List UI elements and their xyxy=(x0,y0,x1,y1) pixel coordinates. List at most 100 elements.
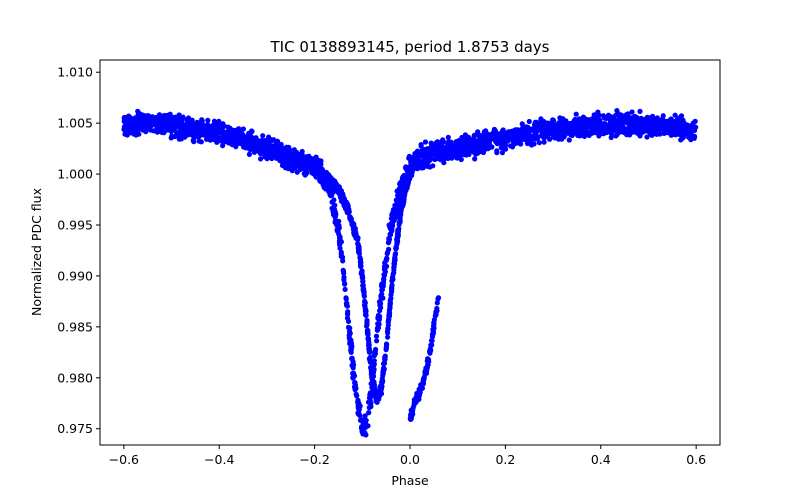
data-point xyxy=(526,118,532,125)
data-point xyxy=(340,268,347,274)
data-point xyxy=(374,338,380,344)
data-point xyxy=(380,369,386,375)
data-point xyxy=(395,231,401,237)
data-point xyxy=(385,330,391,336)
data-point xyxy=(522,128,528,134)
x-tick-label: 0.2 xyxy=(495,452,515,467)
data-point xyxy=(418,148,425,154)
data-point xyxy=(622,114,628,120)
data-point xyxy=(361,286,367,292)
data-point xyxy=(126,119,132,125)
data-point xyxy=(637,108,643,114)
data-point xyxy=(249,142,255,148)
data-point xyxy=(362,422,369,428)
data-point xyxy=(354,393,360,399)
data-point xyxy=(247,138,253,144)
data-point xyxy=(377,302,383,308)
data-point xyxy=(429,338,435,344)
data-point xyxy=(121,114,127,121)
data-point xyxy=(369,377,375,383)
x-tick-label: −0.4 xyxy=(204,452,234,467)
data-point xyxy=(205,117,211,123)
data-point xyxy=(356,400,362,406)
data-point xyxy=(472,156,478,162)
data-point xyxy=(541,139,547,145)
data-point xyxy=(382,266,388,272)
data-point xyxy=(566,137,572,143)
data-point xyxy=(388,215,394,222)
data-point xyxy=(137,126,143,132)
data-point xyxy=(158,115,164,121)
data-point xyxy=(438,144,444,150)
data-point xyxy=(124,132,130,138)
data-point xyxy=(412,162,419,168)
data-point xyxy=(371,361,377,367)
data-point xyxy=(640,128,647,134)
data-point xyxy=(236,129,242,135)
data-point xyxy=(352,387,358,393)
data-point xyxy=(494,150,500,156)
data-point xyxy=(130,119,136,125)
data-point xyxy=(684,122,690,128)
data-point xyxy=(381,361,387,367)
data-point xyxy=(332,219,338,225)
data-point xyxy=(624,130,630,137)
data-point xyxy=(390,274,396,280)
y-tick-label: 1.005 xyxy=(57,116,93,131)
data-point xyxy=(649,132,655,138)
data-point xyxy=(194,119,200,125)
data-point xyxy=(344,302,350,308)
data-point xyxy=(384,255,390,261)
data-point xyxy=(350,370,356,376)
data-point xyxy=(283,157,289,163)
data-point xyxy=(413,157,419,163)
data-point xyxy=(181,129,187,136)
data-point xyxy=(428,140,434,146)
data-point xyxy=(550,117,557,124)
data-point xyxy=(366,410,372,416)
data-point xyxy=(553,131,559,137)
data-point xyxy=(367,399,373,405)
data-point xyxy=(246,145,252,151)
data-point xyxy=(379,287,385,293)
y-tick-label: 0.985 xyxy=(57,319,93,334)
data-point xyxy=(672,112,678,118)
data-point xyxy=(424,362,431,368)
data-point xyxy=(184,117,190,123)
data-point xyxy=(348,337,354,343)
data-point xyxy=(474,130,480,136)
y-tick-label: 0.990 xyxy=(57,268,93,283)
data-point xyxy=(449,155,455,161)
y-tick-label: 0.980 xyxy=(57,370,93,385)
data-point xyxy=(227,132,234,138)
data-point xyxy=(360,279,366,285)
data-point xyxy=(498,138,504,144)
data-point xyxy=(541,130,548,136)
data-point xyxy=(410,405,416,411)
data-point xyxy=(608,131,615,137)
data-point xyxy=(680,135,686,141)
data-point xyxy=(444,154,451,160)
data-point xyxy=(531,141,537,147)
y-tick-label: 0.975 xyxy=(57,421,93,436)
data-point xyxy=(335,224,341,230)
data-point xyxy=(574,120,580,126)
data-point xyxy=(344,310,351,316)
data-point xyxy=(168,128,174,134)
data-point xyxy=(420,380,427,387)
data-point xyxy=(337,234,343,240)
data-point xyxy=(168,135,174,141)
data-point xyxy=(355,241,361,247)
data-point xyxy=(421,377,427,383)
data-point xyxy=(534,120,540,126)
data-point xyxy=(549,130,555,137)
data-point xyxy=(176,132,182,139)
data-point xyxy=(619,124,625,130)
data-point xyxy=(216,121,222,127)
data-point xyxy=(127,128,133,134)
data-point xyxy=(321,184,327,190)
data-point xyxy=(678,113,685,119)
data-point xyxy=(633,115,639,121)
data-points xyxy=(121,108,699,438)
data-point xyxy=(557,120,564,126)
